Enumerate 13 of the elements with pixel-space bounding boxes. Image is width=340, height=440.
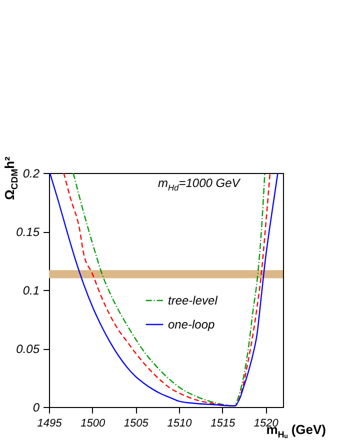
y-tick-label: 0 — [32, 400, 40, 414]
y-tick-label: 0.15 — [16, 225, 40, 239]
y-tick-label: 0.2 — [22, 166, 40, 180]
x-tick-label: 1495 — [37, 418, 63, 430]
legend-label: tree-level — [168, 294, 218, 308]
legend-label: one-loop — [168, 318, 216, 332]
x-tick-label: 1500 — [80, 418, 106, 430]
y-tick-label: 0.05 — [16, 342, 40, 356]
x-tick-label: 1510 — [167, 418, 193, 430]
y-tick-label: 0.1 — [22, 284, 40, 298]
x-tick-label: 1515 — [210, 418, 236, 430]
x-tick-label: 1505 — [124, 418, 150, 430]
annotation: m$_{Hd}$=1000 GeV — [158, 176, 240, 192]
